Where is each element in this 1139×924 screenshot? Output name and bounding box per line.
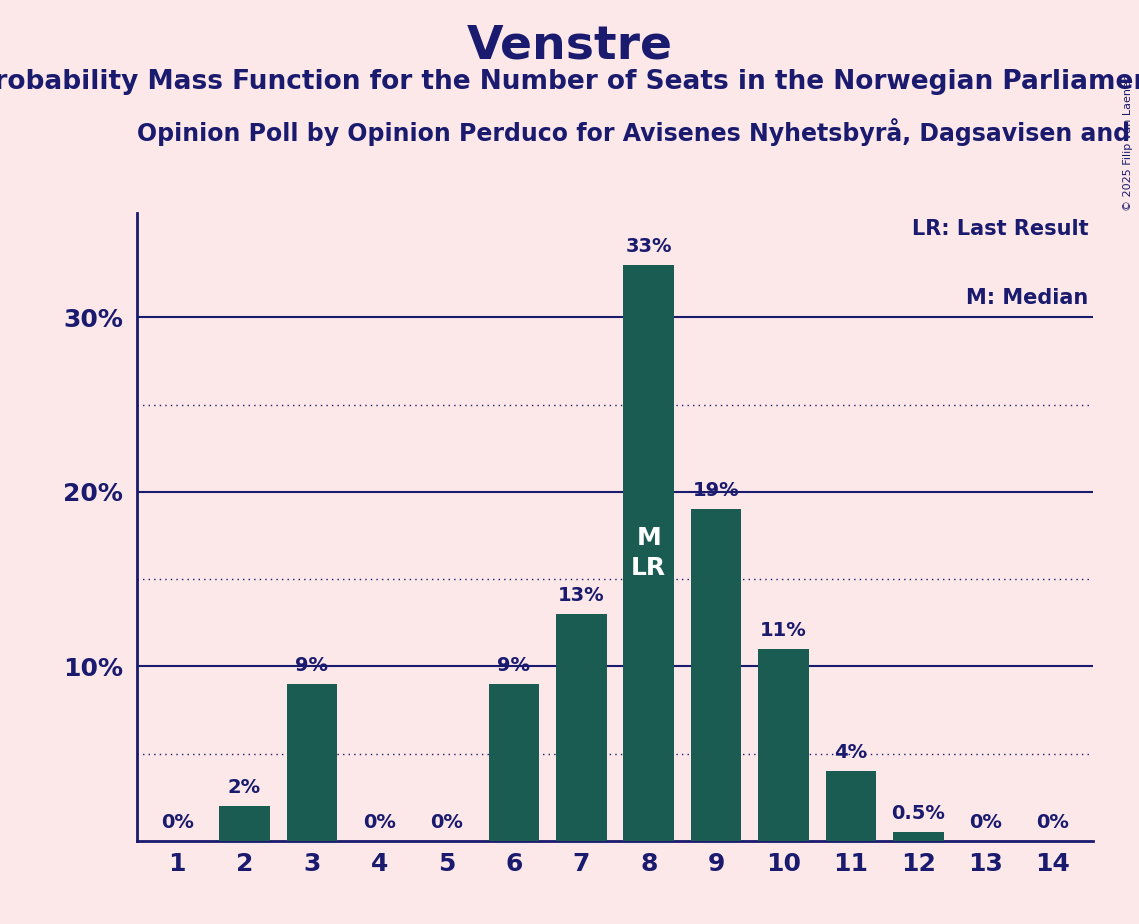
Text: Venstre: Venstre [467,23,672,68]
Bar [893,833,943,841]
Text: Opinion Poll by Opinion Perduco for Avisenes Nyhetsbyrå, Dagsavisen and FriFagbe: Opinion Poll by Opinion Perduco for Avis… [137,118,1139,146]
Text: 11%: 11% [760,621,806,640]
Text: 0%: 0% [1036,813,1070,833]
Text: 13%: 13% [558,586,605,605]
Text: 0%: 0% [161,813,194,833]
Text: 19%: 19% [693,481,739,501]
Text: © 2025 Filip van Laenen: © 2025 Filip van Laenen [1123,74,1133,211]
Text: Probability Mass Function for the Number of Seats in the Norwegian Parliament: Probability Mass Function for the Number… [0,69,1139,95]
Text: 0.5%: 0.5% [892,805,945,823]
Text: M
LR: M LR [631,526,666,579]
Text: M: Median: M: Median [966,288,1089,308]
Text: 0%: 0% [431,813,464,833]
Text: 4%: 4% [835,743,868,762]
Bar [219,806,270,841]
Bar [759,649,809,841]
Bar [691,509,741,841]
Text: 33%: 33% [625,237,672,256]
Text: 9%: 9% [498,656,531,675]
Text: 9%: 9% [295,656,328,675]
Bar [489,684,539,841]
Bar [556,614,607,841]
Text: 0%: 0% [969,813,1002,833]
Bar [623,265,674,841]
Bar [826,771,876,841]
Text: 2%: 2% [228,778,261,797]
Text: LR: Last Result: LR: Last Result [912,219,1089,238]
Bar [287,684,337,841]
Text: 0%: 0% [363,813,395,833]
